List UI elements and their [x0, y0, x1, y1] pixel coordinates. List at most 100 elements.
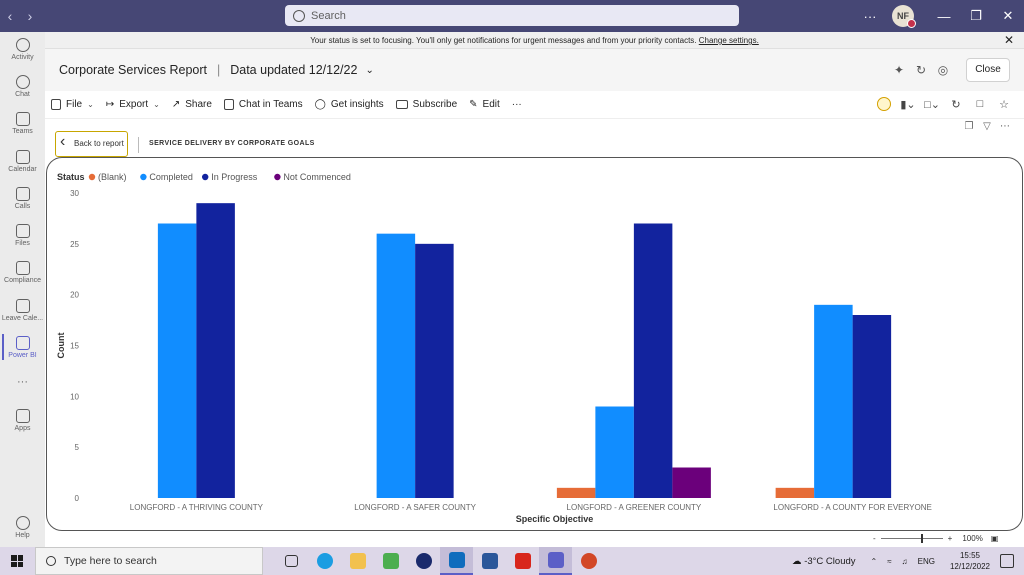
notifications-icon[interactable] — [1000, 554, 1014, 568]
legend-marker — [274, 173, 281, 181]
taskbar-search[interactable]: Type here to search — [35, 547, 263, 575]
minimize-icon[interactable]: — — [937, 8, 951, 24]
copy-icon[interactable]: ❐ — [964, 121, 974, 132]
rail-item-calendar[interactable]: Calendar — [0, 150, 45, 173]
bar — [814, 304, 853, 498]
search-placeholder: Search — [311, 9, 346, 22]
wifi-icon[interactable]: ≈ — [887, 556, 892, 566]
zoom-slider[interactable] — [880, 534, 943, 543]
legend-marker — [88, 173, 96, 181]
bar — [672, 467, 711, 498]
close-window-icon[interactable]: ✕ — [1002, 8, 1014, 23]
y-tick-label: 15 — [70, 342, 79, 351]
filter-icon[interactable]: ▽ — [983, 121, 991, 132]
zoom-level: 100% — [962, 534, 983, 543]
compliance-icon — [15, 261, 30, 275]
rail-item-label: Calls — [14, 203, 31, 210]
forward-arrow-icon[interactable]: › — [27, 8, 33, 24]
teams-app-icon[interactable] — [539, 547, 572, 575]
rail-item-compliance[interactable]: Compliance — [0, 261, 45, 284]
edge-icon[interactable] — [308, 547, 341, 575]
cloud-icon: ☁ — [792, 555, 805, 567]
clock[interactable]: 15:55 12/12/2022 — [950, 550, 990, 572]
rail-item-phone[interactable]: Calls — [0, 187, 45, 210]
get-insights-button[interactable]: ◯ Get insights — [315, 99, 384, 110]
weather-widget[interactable]: ☁ -3°C Cloudy — [792, 556, 855, 567]
subscribe-button[interactable]: Subscribe — [395, 99, 457, 110]
share-label: Share — [185, 99, 212, 110]
chevron-down-icon[interactable]: ⌄ — [365, 64, 374, 76]
rail-item-teams[interactable]: Teams — [0, 112, 45, 135]
webex-icon[interactable] — [407, 547, 440, 575]
pin-icon[interactable]: ✦ — [893, 63, 905, 77]
report-canvas: Back to report SERVICE DELIVERY BY CORPO… — [45, 119, 1024, 547]
more-options-icon[interactable]: ··· — [863, 8, 877, 24]
rail-item-chat[interactable]: Chat — [0, 75, 45, 98]
rail-item-more[interactable]: ··· — [0, 376, 45, 388]
data-updated-label[interactable]: Data updated 12/12/22 — [230, 63, 358, 77]
refresh-icon[interactable]: ↻ — [915, 63, 927, 77]
volume-icon[interactable]: ♫ — [901, 556, 908, 566]
store-icon[interactable] — [374, 547, 407, 575]
rail-item-file[interactable]: Files — [0, 224, 45, 247]
more-options-button[interactable]: ··· — [511, 99, 522, 110]
close-button[interactable]: Close — [966, 58, 1010, 82]
title-bar: ‹ › Search ··· NF — ❐ ✕ — [0, 0, 1024, 32]
close-icon[interactable]: ✕ — [1003, 33, 1014, 47]
rail-item-help[interactable]: Help — [0, 516, 45, 539]
more-icon[interactable]: ⋯ — [1000, 121, 1010, 132]
bookmark-icon[interactable]: ▮⌄ — [900, 98, 916, 111]
avatar[interactable]: NF — [892, 5, 916, 28]
report-header: Corporate Services Report | Data updated… — [45, 49, 1024, 91]
favorite-icon[interactable]: ☆ — [999, 98, 1009, 111]
reset-icon[interactable] — [877, 97, 891, 111]
zoom-control: - + 100% ▣ — [873, 534, 998, 543]
legend-marker — [202, 173, 209, 181]
zoom-out-button[interactable]: - — [873, 534, 876, 543]
outlook-icon[interactable] — [440, 547, 473, 575]
comment-icon[interactable]: □ — [976, 98, 984, 110]
chart-visual[interactable]: Status (Blank) Completed In Progress Not Com… — [46, 157, 1023, 531]
help-icon — [15, 516, 30, 530]
acrobat-icon[interactable] — [506, 547, 539, 575]
y-tick-label: 30 — [70, 189, 79, 198]
export-menu[interactable]: ↦ Export ⌄ — [106, 99, 160, 110]
change-settings-link[interactable]: Change settings. — [698, 36, 759, 45]
page-title: SERVICE DELIVERY BY CORPORATE GOALS — [149, 140, 315, 147]
pencil-icon: ✎ — [469, 99, 478, 110]
windows-start-icon[interactable] — [11, 555, 23, 567]
language-indicator[interactable]: ENG — [917, 556, 935, 566]
task-view-icon[interactable] — [275, 547, 308, 575]
rail-item-plane[interactable]: Leave Cale... — [0, 299, 45, 322]
back-to-report-button[interactable]: Back to report — [55, 130, 128, 157]
file-menu[interactable]: File ⌄ — [51, 99, 94, 110]
rail-item-apps[interactable]: Apps — [0, 409, 45, 432]
legend-entry: (Blank) — [98, 172, 127, 182]
view-icon[interactable]: □⌄ — [924, 98, 940, 111]
teams-chat-icon — [223, 99, 234, 110]
edit-button[interactable]: ✎ Edit — [469, 99, 500, 110]
system-tray: ☁ -3°C Cloudy ⌃ ≈ ♫ ENG 15:55 12/12/2022 — [792, 547, 1024, 575]
lightbulb-icon: ◯ — [314, 99, 326, 110]
clock-time: 15:55 — [959, 551, 980, 560]
word-icon[interactable] — [473, 547, 506, 575]
search-box[interactable]: Search — [285, 5, 739, 26]
powerpoint-icon[interactable] — [572, 547, 605, 575]
back-arrow-icon[interactable]: ‹ — [7, 8, 13, 24]
search-icon — [46, 556, 56, 566]
maximize-icon[interactable]: ❐ — [970, 8, 982, 23]
chat-in-teams-label: Chat in Teams — [238, 99, 303, 110]
y-tick-label: 10 — [70, 392, 79, 401]
globe-icon[interactable]: ◎ — [937, 63, 949, 77]
tray-chevron-icon[interactable]: ⌃ — [870, 556, 878, 566]
refresh-icon[interactable]: ↻ — [951, 98, 961, 111]
fit-page-icon[interactable]: ▣ — [990, 534, 999, 543]
file-explorer-icon[interactable] — [341, 547, 374, 575]
rail-item-powerbi[interactable]: Power BI — [0, 334, 45, 360]
bar — [376, 233, 416, 498]
chat-in-teams-button[interactable]: Chat in Teams — [223, 99, 303, 110]
rail-item-bell[interactable]: Activity — [0, 38, 45, 61]
zoom-in-button[interactable]: + — [947, 534, 953, 543]
share-button[interactable]: ↗ Share — [172, 99, 212, 110]
x-tick-label: LONGFORD - A COUNTY FOR EVERYONE — [773, 503, 931, 512]
